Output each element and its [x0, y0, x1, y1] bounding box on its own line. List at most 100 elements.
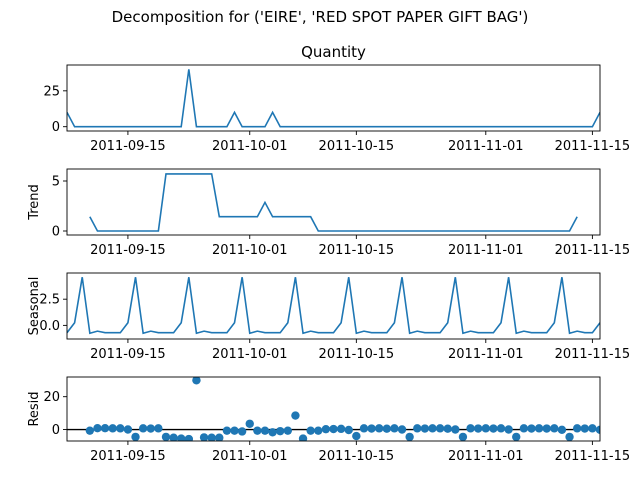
panels-group: 0 25 2011-09-15 2011-10-01 2011-10-15 2011-11… — [27, 43, 630, 464]
panel-resid: 0 20 2011-09-15 2011-10-01 2011-10-15 2011-11… — [27, 376, 630, 464]
resid-ytick-label: 20 — [43, 390, 60, 405]
resid-point — [306, 426, 315, 435]
resid-xtick-label: 2011-11-01 — [448, 449, 524, 464]
trend-xtick-label: 2011-10-01 — [212, 243, 288, 258]
resid-point — [420, 424, 430, 433]
trend-xtick-label: 2011-09-15 — [90, 243, 166, 258]
resid-point — [496, 424, 506, 433]
resid-point — [542, 424, 551, 433]
resid-point — [314, 426, 323, 435]
resid-point — [93, 424, 102, 433]
resid-point — [138, 424, 148, 433]
observed-ytick-label: 0 — [52, 120, 60, 135]
resid-point — [519, 424, 529, 433]
observed-xtick-label: 2011-09-15 — [90, 139, 166, 154]
resid-point — [192, 377, 201, 385]
resid-point — [260, 426, 270, 435]
observed-ytick-label: 25 — [43, 84, 60, 99]
trend-ytick-label: 5 — [52, 175, 60, 190]
resid-point — [237, 427, 247, 436]
resid-point — [512, 432, 521, 441]
resid-point — [580, 424, 589, 433]
resid-point — [268, 428, 277, 437]
resid-point — [116, 424, 125, 433]
panel-trend: 0 5 2011-09-15 2011-10-01 2011-10-15 2011-11-… — [27, 168, 631, 258]
seasonal-xtick-label: 2011-10-15 — [319, 347, 395, 362]
seasonal-xtick-label: 2011-09-15 — [90, 347, 166, 362]
resid-point — [123, 425, 133, 434]
resid-point — [557, 425, 567, 435]
resid-point — [184, 434, 194, 441]
trend-ylabel: Trend — [27, 184, 42, 221]
resid-point — [298, 434, 308, 441]
resid-point — [367, 424, 376, 433]
resid-point — [276, 426, 285, 436]
resid-point — [283, 426, 293, 435]
seasonal-series-line — [67, 277, 600, 335]
resid-point — [572, 424, 582, 433]
resid-point — [595, 425, 600, 435]
trend-series-line — [89, 173, 578, 232]
resid-ylabel: Resid — [27, 391, 42, 426]
resid-point — [161, 432, 171, 441]
resid-point — [222, 426, 232, 435]
trend-axes-frame — [66, 168, 601, 236]
resid-xtick-label: 2011-09-15 — [90, 449, 166, 464]
seasonal-xtick-label: 2011-11-01 — [448, 347, 524, 362]
resid-point — [550, 424, 559, 433]
panel-seasonal: 0.0 2.5 2011-09-15 2011-10-01 2011-10-15 2011… — [27, 272, 631, 362]
observed-xtick-label: 2011-11-15 — [555, 139, 631, 154]
resid-point — [527, 424, 536, 433]
resid-point — [207, 433, 216, 441]
resid-point — [428, 424, 437, 433]
seasonal-ylabel: Seasonal — [27, 277, 42, 336]
resid-point — [85, 426, 95, 435]
resid-point — [435, 424, 445, 433]
resid-point — [534, 424, 544, 433]
panel-observed: 0 25 2011-09-15 2011-10-01 2011-10-15 2011-11… — [43, 43, 630, 154]
observed-series-line — [67, 69, 600, 128]
resid-point — [413, 424, 422, 433]
observed-xtick-label: 2011-11-01 — [448, 139, 524, 154]
trend-xtick-label: 2011-11-15 — [555, 243, 631, 258]
resid-xtick-label: 2011-11-15 — [555, 449, 631, 464]
resid-point — [230, 426, 239, 435]
seasonal-ytick-label: 2.5 — [39, 293, 60, 308]
observed-xtick-label: 2011-10-15 — [319, 139, 395, 154]
resid-point — [443, 424, 452, 433]
seasonal-xtick-label: 2011-10-01 — [212, 347, 288, 362]
seasonal-xtick-label: 2011-11-15 — [555, 347, 631, 362]
resid-point — [458, 432, 468, 441]
resid-point — [291, 411, 300, 420]
resid-point — [451, 425, 460, 434]
resid-point — [473, 424, 483, 433]
observed-axes-title: Quantity — [301, 43, 366, 61]
resid-point — [489, 424, 498, 433]
resid-point — [329, 424, 338, 434]
figure-suptitle: Decomposition for ('EIRE', 'RED SPOT PAP… — [112, 8, 529, 26]
resid-point — [481, 424, 490, 433]
resid-point — [405, 432, 414, 441]
resid-xtick-label: 2011-10-01 — [212, 449, 288, 464]
resid-point — [245, 419, 254, 428]
resid-point — [100, 424, 110, 433]
trend-xtick-label: 2011-10-15 — [319, 243, 395, 258]
resid-point — [382, 424, 391, 433]
resid-point — [154, 424, 163, 433]
resid-xtick-label: 2011-10-15 — [319, 449, 395, 464]
resid-point — [565, 432, 574, 441]
resid-point — [390, 424, 399, 433]
resid-ytick-label: 0 — [52, 423, 60, 438]
resid-point — [215, 433, 224, 441]
resid-point — [344, 425, 353, 435]
observed-axes-frame — [66, 64, 601, 132]
seasonal-axes-frame — [66, 272, 601, 340]
resid-point — [374, 424, 384, 433]
resid-point — [352, 431, 361, 441]
resid-point — [588, 424, 597, 433]
resid-point — [336, 424, 346, 434]
trend-xtick-label: 2011-11-01 — [448, 243, 524, 258]
resid-axes-frame — [66, 376, 601, 442]
resid-point — [131, 432, 140, 441]
